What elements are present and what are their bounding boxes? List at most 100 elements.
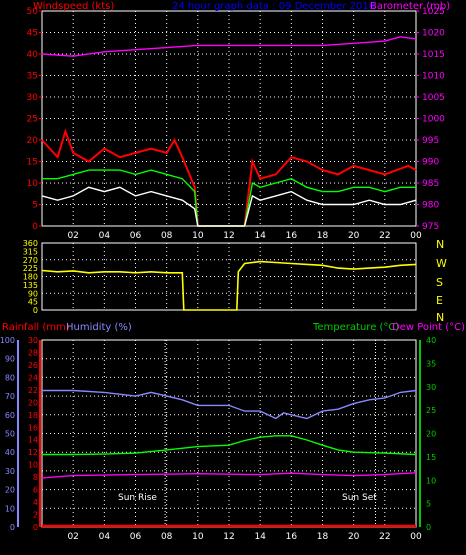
compass-label: S [436,276,443,289]
humidity-tick-label: 20 [5,486,15,495]
wind-panel-frame [41,10,417,227]
rainfall-tick-label: 10 [28,461,38,470]
humidity-tick-label: 30 [5,467,15,476]
x-tick-label: 12 [223,231,234,241]
rainfall-tick-label: 22 [28,386,38,395]
humidity-line [42,389,417,420]
temperature-tick-label: 0 [426,523,431,532]
humidity-tick-label: 80 [5,373,15,382]
wind-axis-label: Windspeed (kts) [33,1,114,12]
x-tick-label: 08 [161,231,173,241]
wind-tick-label: 40 [27,50,39,60]
temperature-tick-label: 40 [426,336,436,345]
wind-min-line [41,186,417,227]
direction-tick-label: 270 [23,256,38,265]
wind-tick-label: 10 [27,179,39,189]
x-tick-label: 06 [130,532,142,542]
x-tick-label: 00 [410,532,422,542]
x-tick-label: 18 [317,231,329,241]
x-tick-label: 20 [348,231,360,241]
x-tick-label: 02 [67,231,78,241]
wind-tick-label: 5 [32,201,38,211]
x-tick-label: 22 [379,231,390,241]
climate-panel-frame [41,339,417,528]
direction-panel-frame [41,242,417,311]
x-tick-label: 04 [99,231,111,241]
dewpoint-line [41,472,417,479]
x-tick-label: 22 [379,532,390,542]
rainfall-tick-label: 4 [33,498,38,507]
baro-tick-label: 1000 [422,115,445,125]
direction-tick-label: 180 [23,273,38,282]
baro-tick-label: 1005 [422,93,445,103]
rainfall-tick-label: 30 [28,336,38,345]
sun-rise-label: Sun Rise [118,493,157,503]
x-tick-label: 12 [223,532,234,542]
x-tick-label: 10 [192,532,204,542]
humidity-tick-label: 90 [5,355,15,364]
rainfall-tick-label: 12 [28,448,38,457]
chart-title: 24 hour graph data : 09 December 2018 [172,1,375,12]
direction-tick-label: 225 [23,264,38,273]
temperature-line [42,435,417,456]
rainfall-tick-label: 6 [33,486,38,495]
x-tick-label: 16 [286,231,298,241]
rainfall-tick-label: 0 [33,523,38,532]
temperature-tick-label: 15 [426,453,436,462]
rainfall-tick-label: 28 [28,348,38,357]
baro-tick-label: 1020 [422,29,445,39]
direction-tick-label: 135 [23,281,38,290]
compass-label: N [436,238,444,251]
direction-line [41,260,417,311]
x-tick-label: 20 [348,532,360,542]
rainfall-tick-label: 20 [28,398,38,407]
temperature-tick-label: 30 [426,383,436,392]
x-tick-label: 08 [161,532,173,542]
baro-tick-label: 990 [422,158,439,168]
x-tick-label: 00 [410,231,422,241]
direction-tick-label: 0 [33,306,38,315]
humidity-tick-label: 10 [5,504,15,513]
temperature-tick-label: 25 [426,406,436,415]
wind-tick-label: 35 [27,72,38,82]
rainfall-tick-label: 14 [28,436,38,445]
wind-tick-label: 50 [27,7,39,17]
compass-label: W [436,257,447,270]
wind-tick-label: 0 [32,222,38,232]
humidity-tick-label: 0 [10,523,15,532]
barometer-line [41,36,417,57]
x-tick-label: 10 [192,231,204,241]
rainfall-tick-label: 18 [28,411,38,420]
rainfall-tick-label: 2 [33,511,38,520]
baro-tick-label: 995 [422,136,439,146]
x-tick-label: 18 [317,532,329,542]
direction-tick-label: 360 [23,239,38,248]
baro-axis-label: Barometer (mb) [370,1,450,12]
baro-tick-label: 1015 [422,50,445,60]
baro-tick-label: 975 [422,222,439,232]
humidity-axis-label: Humidity (%) [66,322,132,333]
temperature-tick-label: 20 [426,430,436,439]
baro-tick-label: 985 [422,179,439,189]
rainfall-tick-label: 8 [33,473,38,482]
wind-tick-label: 30 [27,93,39,103]
compass-label: E [436,294,443,307]
wind-tick-label: 25 [27,115,38,125]
wind-tick-label: 20 [27,136,39,146]
x-tick-label: 04 [99,532,111,542]
humidity-tick-label: 40 [5,448,15,457]
temperature-tick-label: 35 [426,359,436,368]
wind-tick-label: 45 [27,29,38,39]
x-tick-label: 14 [254,231,266,241]
rainfall-axis-label: Rainfall (mm) [2,322,70,333]
direction-tick-label: 90 [28,289,38,298]
rainfall-tick-label: 26 [28,361,38,370]
rainfall-tick-label: 16 [28,423,38,432]
baro-tick-label: 1010 [422,72,445,82]
temperature-axis-label: Temperature (°C) [312,322,399,333]
temperature-tick-label: 10 [426,476,436,485]
baro-tick-label: 1025 [422,7,445,17]
direction-tick-label: 45 [28,298,38,307]
baro-tick-label: 980 [422,201,439,211]
wind-tick-label: 15 [27,158,38,168]
